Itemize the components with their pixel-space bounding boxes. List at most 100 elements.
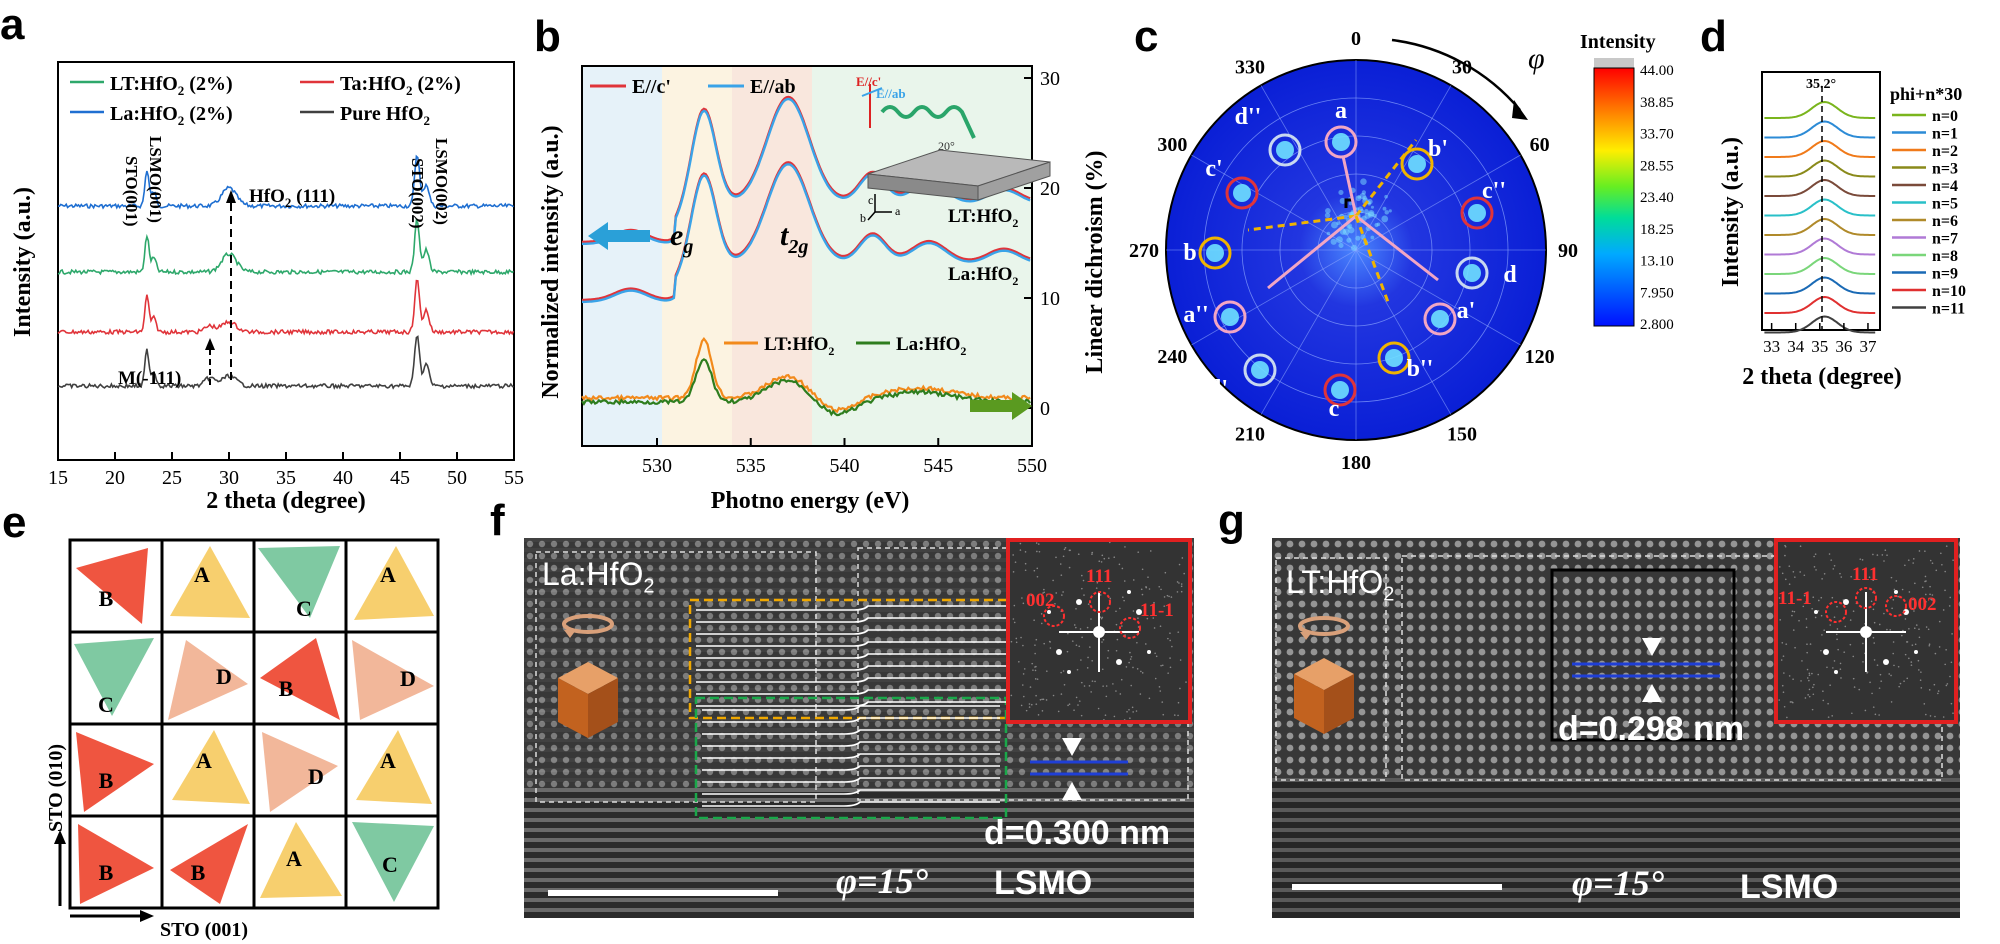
spot-marker [1243,353,1277,387]
x-tick-label: 33 [1763,337,1780,356]
angle-label: 30 [1452,56,1472,78]
spot-label: c' [1205,156,1222,182]
domain-label: D [216,664,232,689]
y-axis-label: Normalized intensity (a.u.) [538,125,564,398]
spot-label: a'' [1183,302,1208,328]
spot-marker [1225,176,1259,210]
y2-axis-label: Linear dichroism (%) [1082,150,1108,373]
fft-label-002: 002 [1908,594,1937,615]
x-tick-label: 540 [830,455,860,477]
fft-inset: 111 11-1 002 [1774,538,1958,724]
domain-triangle [170,824,248,904]
legend-pure: Pure HfO2 [340,103,430,128]
spot-label: b [1183,240,1196,266]
y2-ticks: 0 10 20 30 [1024,68,1060,420]
cube-icon [1294,616,1354,734]
x-tick-label: 35 [1811,337,1828,356]
x-ticks: 15 20 25 30 35 40 45 50 55 [48,452,524,489]
svg-text:a: a [895,204,901,218]
phi-scan-curve [1764,237,1876,256]
x-tick-label: 550 [1017,455,1047,477]
polar-arrows [1247,139,1439,303]
x-tick-label: 20 [105,467,125,489]
x-axis-label: 2 theta (degree) [1742,364,1902,390]
panel-a-xrd-chart: 15 20 25 30 35 40 45 50 55 2 theta (degree) Inte… [10,61,524,514]
annot-t2g: t2g [780,219,808,258]
phi-scan-curve [1764,139,1876,158]
domain-label: A [380,748,396,773]
y2-tick-label: 20 [1040,178,1060,200]
spot-marker [1455,256,1489,290]
legend-entry: n=9 [1932,266,1958,283]
legend-la: La:HfO2 [896,334,966,358]
domain-label: B [99,860,114,885]
panel-label-a: a [0,0,25,49]
domain-label: D [308,764,324,789]
domain-triangle [352,822,434,902]
domain-label: B [191,860,206,885]
legend-entry: n=5 [1932,196,1958,213]
spot-marker [1400,147,1434,181]
phi-label: φ [1528,42,1545,75]
colorbar-tick: 38.85 [1640,95,1674,111]
svg-text:E//ab: E//ab [876,86,906,101]
panel-label-g: g [1218,496,1245,545]
panel-g-phi: φ=15° [1572,863,1664,903]
colorbar-tick: 18.25 [1640,222,1674,238]
y-axis-label: Intensity (a.u.) [1718,137,1744,287]
fft-inset: 002 111 11-1 [1006,538,1192,724]
domain-triangle [352,640,434,720]
panel-d-xrd-stack: 35.2° 33 34 35 36 37 2 theta (degree) Intens… [1718,71,1966,390]
polar-angle-labels: 0 30 60 90 120 150 180 210 240 270 300 330 [1129,28,1578,474]
panel-label-b: b [534,12,561,61]
domain-triangle [170,546,250,618]
angle-label: 300 [1157,134,1187,156]
legend-entry: n=10 [1932,283,1966,300]
spot-marker [1324,125,1358,159]
panel-b-xas-chart: 530 535 540 545 550 0 10 20 30 Photno energy (e… [538,65,1108,514]
panel-e-domain-grid: B A C A C D B D B A D A B B A C STO (001) STO (010) [45,538,440,941]
xrd-curve [57,154,514,210]
domain-triangle [356,730,432,804]
domain-label: B [99,768,114,793]
spot-label: a [1335,98,1347,124]
x-tick-label: 535 [736,455,766,477]
x-tick-label: 25 [162,467,182,489]
axes-frame [1761,71,1881,331]
polar-spots: a b' c'' d a' b'' c d' a'' b c' d'' [1183,98,1517,422]
spot-label: b' [1428,136,1448,162]
annot-lt: LT:HfO2 [948,206,1018,230]
spot-label: c'' [1482,178,1506,204]
legend-lt: LT:HfO2 [764,334,834,358]
cube-icon [558,614,618,738]
fft-label-111: 111 [1086,566,1112,587]
fft-label-11-1: 11-1 [1778,588,1812,609]
colorbar-tick: 13.10 [1640,254,1674,270]
annot-hfo111: HfO2 (111) [249,186,335,210]
colorbar-title: Intensity [1580,31,1656,53]
left-arrow-icon [588,222,650,250]
x-tick-label: 55 [504,467,524,489]
svg-text:20°: 20° [938,139,955,153]
spot-label: c [1329,396,1340,422]
spot-marker [1460,196,1494,230]
domain-triangle [76,548,148,624]
legend-entry: n=7 [1932,231,1958,248]
colorbar-tick: 7.950 [1640,285,1674,301]
domain-triangle [172,730,250,804]
phi-scan-curve [1764,276,1876,295]
spot-marker [1198,236,1232,270]
legend-top: E//c' E//ab [590,76,796,98]
panel-g-tem-image: 111 11-1 002 LT:HfO2 d=0.298 nm φ=15° LS… [1272,538,1960,918]
spot-label: a' [1457,298,1476,324]
panel-g-title: LT:HfO2 [1286,564,1395,606]
right-arrow-icon [970,392,1032,420]
legend-bottom: LT:HfO2 La:HfO2 [724,334,966,358]
domain-label: D [400,666,416,691]
domain-label: C [98,692,114,717]
x-tick-label: 15 [48,467,68,489]
spot-marker [1423,302,1457,336]
domain-triangle [260,638,340,720]
legend-entry: n=11 [1932,301,1965,318]
legend-entry: n=0 [1932,108,1958,125]
